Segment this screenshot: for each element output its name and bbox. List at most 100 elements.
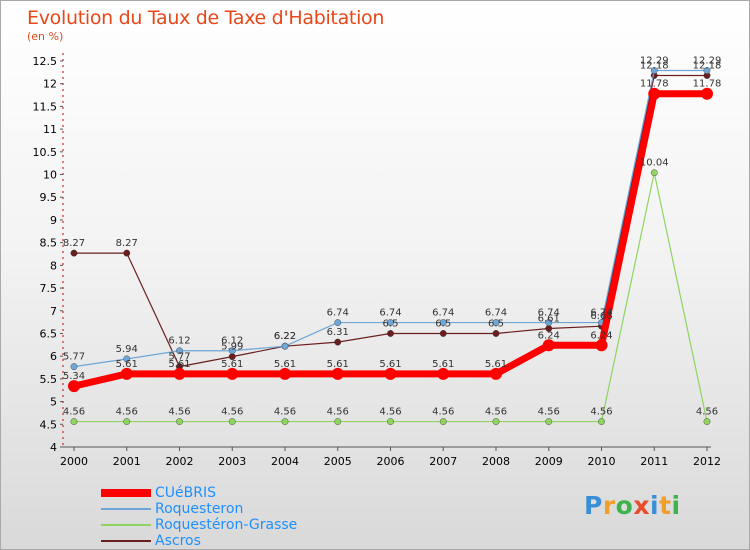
data-point-roquest-ron-grasse — [176, 418, 183, 425]
x-tick-label: 2011 — [640, 455, 668, 468]
data-label-roquest-ron-grasse: 4.56 — [63, 407, 85, 418]
data-label-roquest-ron-grasse: 4.56 — [327, 407, 349, 418]
data-label-roquesteron: 6.12 — [168, 336, 190, 347]
data-point-roquesteron — [492, 319, 500, 326]
data-point-ascros — [439, 330, 447, 337]
data-label-cu-bris: 5.61 — [274, 359, 296, 370]
data-point-cu-bris — [173, 367, 186, 380]
series-layer — [68, 67, 713, 425]
data-label-ascros: 8.27 — [63, 238, 85, 249]
y-tick-label: 9.5 — [40, 191, 58, 204]
y-tick-label: 10 — [43, 169, 57, 182]
data-label-ascros: 6.31 — [327, 327, 349, 338]
y-tick-label: 12 — [43, 78, 57, 91]
y-tick-label: 8 — [50, 259, 57, 272]
data-label-cu-bris: 5.61 — [168, 359, 190, 370]
y-tick-label: 6.5 — [40, 327, 58, 340]
data-point-ascros — [123, 249, 131, 257]
brand-letter: x — [633, 491, 650, 520]
y-tick-label: 7 — [50, 305, 57, 318]
data-point-cu-bris — [120, 367, 133, 380]
brand-letter: t — [659, 491, 672, 520]
y-tick-label: 5.5 — [40, 373, 58, 386]
legend-item-ascros: Ascros — [101, 533, 297, 549]
data-label-roquesteron: 6.74 — [538, 308, 560, 319]
data-point-cu-bris — [279, 367, 291, 380]
data-label-cu-bris: 6.24 — [538, 330, 560, 341]
legend-swatch — [101, 489, 151, 497]
data-label-ascros: 5.77 — [168, 352, 190, 363]
y-tick-label: 12.5 — [33, 55, 58, 68]
x-tick-label: 2007 — [429, 455, 457, 468]
data-label-roquest-ron-grasse: 4.56 — [379, 407, 401, 418]
data-point-roquest-ron-grasse — [228, 418, 236, 425]
brand-letter: r — [602, 491, 616, 520]
legend-label: Ascros — [155, 533, 201, 549]
data-label-cu-bris: 5.61 — [432, 359, 454, 370]
data-point-roquesteron — [387, 319, 394, 326]
data-label-cu-bris: 11.78 — [640, 79, 669, 90]
data-point-roquest-ron-grasse — [281, 418, 289, 425]
data-point-ascros — [387, 330, 394, 337]
data-point-cu-bris — [595, 339, 608, 352]
data-label-roquesteron: 6.74 — [327, 308, 349, 319]
data-point-roquest-ron-grasse — [650, 169, 658, 177]
data-label-roquesteron: 6.22 — [274, 331, 296, 342]
y-tick-label: 4.5 — [40, 418, 58, 431]
data-point-roquesteron — [334, 319, 342, 326]
data-point-roquest-ron-grasse — [334, 418, 342, 425]
data-label-cu-bris: 5.61 — [221, 359, 243, 370]
data-label-roquesteron: 6.74 — [432, 308, 454, 319]
data-label-cu-bris: 5.34 — [63, 371, 85, 382]
data-point-roquesteron — [70, 363, 78, 371]
data-label-ascros: 6.5 — [488, 318, 504, 329]
legend-item-roquesteron: Roquesteron — [101, 501, 297, 517]
data-label-roquesteron: 12.29 — [693, 56, 722, 67]
x-tick-label: 2000 — [60, 455, 88, 468]
y-tick-label: 11.5 — [33, 100, 58, 113]
data-point-cu-bris — [68, 380, 80, 393]
x-tick-label: 2009 — [535, 455, 563, 468]
data-point-roquest-ron-grasse — [598, 418, 605, 425]
chart-title: Evolution du Taux de Taxe d'Habitation — [27, 7, 385, 29]
data-point-cu-bris — [701, 87, 713, 100]
x-tick-label: 2003 — [218, 455, 246, 468]
data-label-roquest-ron-grasse: 4.56 — [590, 407, 612, 418]
x-tick-label: 2004 — [271, 455, 299, 468]
y-tick-label: 9 — [50, 214, 57, 227]
data-label-cu-bris: 5.61 — [327, 359, 349, 370]
legend-label: Roquesteron — [155, 501, 244, 517]
data-label-roquest-ron-grasse: 4.56 — [696, 407, 718, 418]
data-point-roquest-ron-grasse — [492, 418, 500, 425]
data-point-roquesteron — [228, 347, 236, 355]
y-tick-label: 8.5 — [40, 237, 58, 250]
y-tick-label: 6 — [50, 350, 57, 363]
data-label-roquest-ron-grasse: 10.04 — [640, 158, 669, 169]
legend-item-roquest-ron-grasse: Roquestéron-Grasse — [101, 517, 297, 533]
x-tick-label: 2008 — [482, 455, 510, 468]
legend-swatch — [101, 508, 151, 510]
data-point-cu-bris — [331, 367, 344, 380]
data-label-ascros: 6.5 — [435, 318, 451, 329]
data-label-ascros: 6.66 — [590, 311, 612, 322]
data-point-roquest-ron-grasse — [703, 418, 711, 425]
data-label-roquesteron: 5.94 — [116, 344, 138, 355]
data-label-roquest-ron-grasse: 4.56 — [116, 407, 138, 418]
brand-logo: Proxiti — [584, 491, 681, 520]
data-point-ascros — [70, 249, 78, 257]
chart-unit: (en %) — [27, 30, 64, 43]
data-point-cu-bris — [437, 367, 450, 380]
legend-swatch — [101, 540, 151, 542]
x-tick-label: 2006 — [377, 455, 405, 468]
data-point-roquesteron — [176, 347, 183, 355]
legend-swatch — [101, 524, 151, 526]
data-label-roquest-ron-grasse: 4.56 — [221, 407, 243, 418]
data-label-ascros: 6.61 — [538, 313, 560, 324]
y-tick-label: 5 — [50, 396, 57, 409]
brand-letter: P — [584, 491, 603, 520]
data-point-roquest-ron-grasse — [70, 418, 78, 425]
legend-item-cu-bris: CUéBRIS — [101, 485, 297, 501]
data-point-roquesteron — [703, 67, 711, 74]
